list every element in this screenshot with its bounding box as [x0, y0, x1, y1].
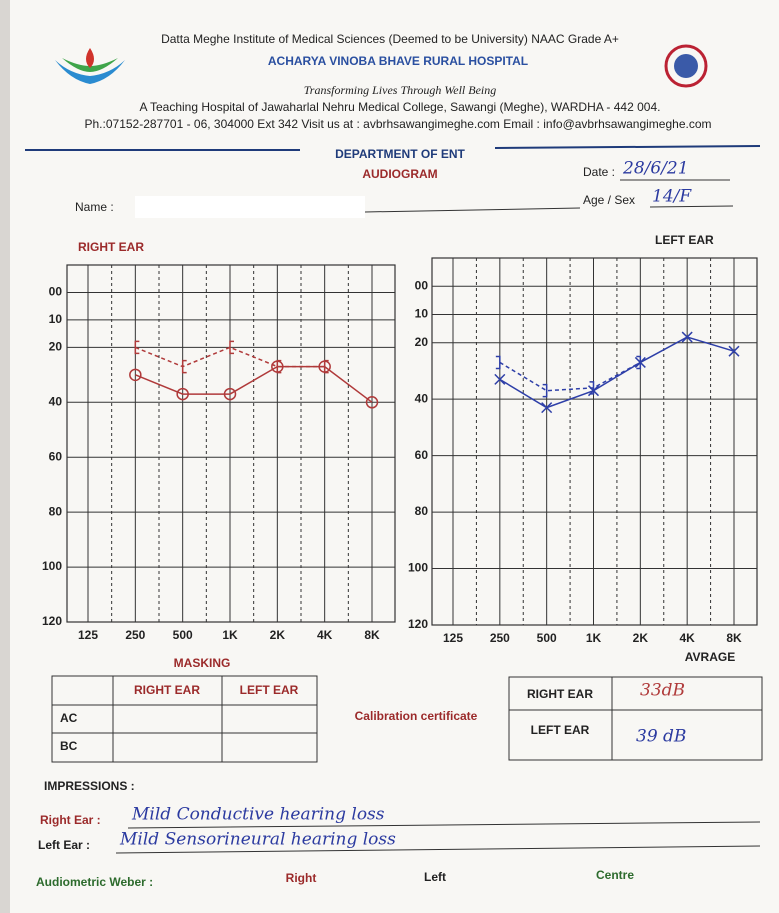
date-value: 28/6/21 [622, 159, 689, 179]
y-tick-label: 20 [49, 340, 63, 354]
x-tick-label: 250 [490, 631, 510, 645]
age-sex-label: Age / Sex [583, 193, 635, 207]
y-tick-label: 20 [415, 335, 429, 349]
y-tick-label: 100 [408, 561, 428, 575]
x-tick-label: 8K [726, 631, 742, 645]
x-tick-label: 125 [78, 628, 98, 642]
x-tick-label: 500 [173, 628, 193, 642]
redaction [135, 196, 365, 218]
row-header: RIGHT EAR [527, 687, 593, 701]
average-value: 39 dB [636, 727, 686, 747]
impression-label: Left Ear : [38, 838, 90, 852]
address: A Teaching Hospital of Jawaharlal Nehru … [140, 100, 661, 114]
y-tick-label: 00 [49, 285, 63, 299]
impression-value: Mild Sensorineural hearing loss [119, 830, 396, 850]
y-tick-label: 120 [408, 617, 428, 631]
y-tick-label: 80 [49, 504, 63, 518]
column-header: LEFT EAR [240, 683, 299, 697]
x-tick-label: 500 [537, 631, 557, 645]
y-tick-label: 10 [49, 312, 63, 326]
weber-option: Centre [596, 868, 634, 882]
x-tick-label: 125 [443, 631, 463, 645]
impression-label: Right Ear : [40, 813, 101, 827]
impressions-title: IMPRESSIONS : [44, 779, 135, 793]
row-header: AC [60, 711, 78, 725]
y-tick-label: 80 [415, 504, 429, 518]
y-tick-label: 40 [49, 394, 63, 408]
calibration: Calibration certificate [355, 709, 478, 723]
x-tick-label: 4K [679, 631, 695, 645]
column-header: RIGHT EAR [134, 683, 200, 697]
weber-option: Right [286, 871, 317, 885]
average-value: 33dB [640, 681, 685, 701]
weber-label: Audiometric Weber : [36, 875, 153, 889]
y-tick-label: 00 [415, 278, 429, 292]
audiogram-title: RIGHT EAR [78, 240, 144, 254]
row-header: LEFT EAR [531, 723, 590, 737]
x-tick-label: 1K [222, 628, 238, 642]
x-tick-label: 1K [586, 631, 602, 645]
audiogram-title: LEFT EAR [655, 233, 714, 247]
name-label: Name : [75, 200, 114, 214]
weber-option: Left [424, 870, 446, 884]
impression-value: Mild Conductive hearing loss [131, 805, 385, 825]
y-tick-label: 100 [42, 559, 62, 573]
x-tick-label: 2K [633, 631, 649, 645]
audiogram-form: Datta Meghe Institute of Medical Science… [0, 0, 779, 913]
masking-title: MASKING [174, 656, 231, 670]
row-header: BC [60, 739, 78, 753]
y-tick-label: 40 [415, 391, 429, 405]
form-title: AUDIOGRAM [362, 167, 437, 181]
contact: Ph.:07152-287701 - 06, 304000 Ext 342 Vi… [85, 117, 712, 131]
department: DEPARTMENT OF ENT [335, 147, 465, 161]
x-tick-label: 4K [317, 628, 333, 642]
y-tick-label: 60 [415, 448, 429, 462]
x-tick-label: 250 [125, 628, 145, 642]
x-tick-label: 2K [270, 628, 286, 642]
institute: Datta Meghe Institute of Medical Science… [161, 32, 619, 46]
y-tick-label: 120 [42, 614, 62, 628]
x-tick-label: 8K [364, 628, 380, 642]
date-label: Date : [583, 165, 615, 179]
y-tick-label: 60 [49, 449, 63, 463]
hospital-name: ACHARYA VINOBA BHAVE RURAL HOSPITAL [268, 54, 528, 68]
average-title: AVRAGE [685, 650, 735, 664]
age-sex-value: 14/F [652, 187, 692, 207]
tagline: Transforming Lives Through Well Being [304, 83, 496, 97]
y-tick-label: 10 [415, 307, 429, 321]
